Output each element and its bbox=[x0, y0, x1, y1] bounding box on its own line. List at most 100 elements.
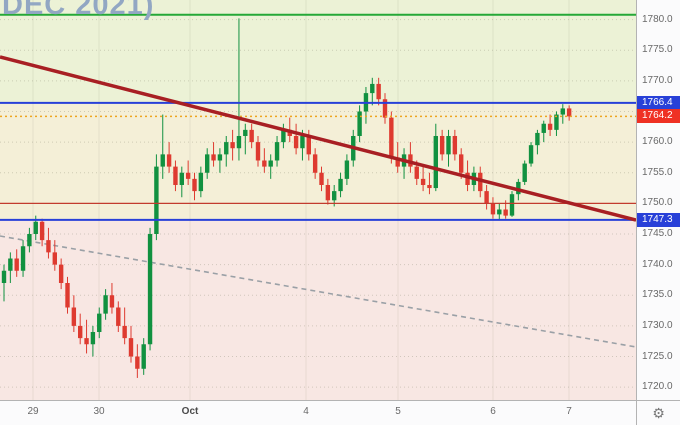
candle-body bbox=[58, 264, 64, 284]
candle-body bbox=[547, 123, 553, 130]
candle-body bbox=[160, 154, 165, 167]
candle-body bbox=[135, 356, 140, 369]
candle-body bbox=[490, 203, 496, 215]
candle-body bbox=[503, 209, 508, 216]
time-axis-label: 30 bbox=[93, 406, 105, 417]
time-axis-label: 29 bbox=[27, 406, 39, 417]
price-axis-label: 1750.0 bbox=[642, 197, 673, 209]
candle-body bbox=[306, 135, 311, 155]
candle-body bbox=[141, 344, 146, 369]
candle-body bbox=[497, 209, 502, 215]
price-axis-label: 1770.0 bbox=[642, 74, 673, 86]
candle-body bbox=[243, 129, 248, 136]
candle-body bbox=[147, 233, 153, 345]
candle-body bbox=[128, 338, 134, 357]
time-axis-label: 6 bbox=[490, 406, 496, 417]
price-axis-label: 1735.0 bbox=[642, 289, 673, 301]
candle-body bbox=[90, 332, 96, 345]
price-tag: 1764.2 bbox=[637, 109, 680, 124]
price-axis[interactable]: 1780.0 1775.0 1770.0 1760.0 1755.0 1750.0 1745… bbox=[636, 0, 680, 400]
candle-body bbox=[217, 154, 223, 161]
candle-body bbox=[325, 184, 331, 201]
candle-body bbox=[39, 221, 45, 241]
candle-body bbox=[389, 117, 394, 158]
candle-body bbox=[14, 258, 19, 271]
price-axis-label: 1780.0 bbox=[642, 13, 673, 25]
candle-body bbox=[439, 135, 445, 155]
candle-body bbox=[376, 83, 381, 100]
price-axis-label: 1720.0 bbox=[642, 381, 673, 393]
price-tag: 1747.3 bbox=[637, 212, 680, 227]
candle-body bbox=[224, 142, 229, 155]
candle-body bbox=[198, 172, 204, 192]
price-axis-label: 1755.0 bbox=[642, 166, 673, 178]
price-axis-label: 1760.0 bbox=[642, 136, 673, 148]
candle-body bbox=[46, 240, 51, 253]
candle-body bbox=[230, 142, 235, 149]
candle-body bbox=[522, 163, 527, 182]
candle-body bbox=[78, 325, 83, 339]
candle-body bbox=[65, 283, 70, 308]
candle-body bbox=[319, 172, 324, 185]
price-axis-label: 1730.0 bbox=[642, 319, 673, 331]
candle-body bbox=[459, 154, 464, 173]
axis-corner: ⚙ bbox=[636, 400, 680, 425]
candle-body bbox=[166, 154, 172, 167]
descending-trend-line[interactable] bbox=[0, 55, 636, 222]
candle-body bbox=[268, 160, 273, 167]
candle-body bbox=[255, 142, 261, 161]
candle-body bbox=[554, 114, 559, 130]
candle-body bbox=[274, 142, 280, 161]
candle-body bbox=[205, 154, 210, 173]
candle-body bbox=[528, 145, 534, 164]
candle-body bbox=[427, 184, 432, 189]
time-axis-label: 5 bbox=[395, 406, 401, 417]
candle-body bbox=[33, 221, 38, 234]
candle-body bbox=[52, 252, 57, 265]
candle-body bbox=[1, 270, 7, 284]
candle-body bbox=[249, 129, 254, 143]
zone-band bbox=[0, 102, 636, 220]
candlestick-chart bbox=[0, 0, 636, 400]
candle-body bbox=[300, 135, 305, 149]
candle-body bbox=[452, 135, 458, 155]
candle-body bbox=[103, 295, 108, 314]
candle-body bbox=[173, 166, 178, 185]
candle-body bbox=[357, 111, 362, 136]
candle-body bbox=[338, 178, 343, 192]
candle-body bbox=[8, 258, 13, 271]
candle-body bbox=[109, 295, 115, 308]
candle-body bbox=[535, 132, 540, 146]
candle-body bbox=[395, 157, 400, 167]
candle-body bbox=[344, 160, 350, 179]
zone-band bbox=[0, 219, 636, 400]
candle-body bbox=[179, 172, 184, 185]
candle-body bbox=[20, 246, 26, 271]
time-axis[interactable]: 29 30 Oct 4 5 6 7 bbox=[0, 400, 636, 425]
candle-body bbox=[566, 108, 572, 117]
candle-body bbox=[192, 178, 197, 192]
candle-body bbox=[293, 135, 299, 149]
chart-plot-area[interactable]: DEC 2021) bbox=[0, 0, 636, 400]
candle-body bbox=[433, 135, 438, 189]
price-tag: 1766.4 bbox=[637, 95, 680, 110]
candle-body bbox=[185, 172, 191, 179]
candle-body bbox=[122, 325, 127, 339]
candle-body bbox=[446, 135, 451, 155]
settings-gear-icon[interactable]: ⚙ bbox=[652, 405, 665, 421]
price-axis-label: 1740.0 bbox=[642, 258, 673, 270]
candle-body bbox=[560, 108, 565, 115]
candle-body bbox=[97, 313, 102, 333]
candle-body bbox=[312, 154, 318, 173]
candle-body bbox=[84, 338, 89, 345]
candle-body bbox=[382, 99, 388, 118]
candle-body bbox=[414, 166, 419, 179]
candle-body bbox=[541, 123, 546, 133]
price-axis-label: 1745.0 bbox=[642, 227, 673, 239]
candle-body bbox=[27, 233, 32, 247]
candle-body bbox=[332, 191, 337, 201]
candle-body bbox=[154, 166, 159, 234]
candle-body bbox=[262, 160, 267, 167]
candle-body bbox=[281, 129, 286, 143]
